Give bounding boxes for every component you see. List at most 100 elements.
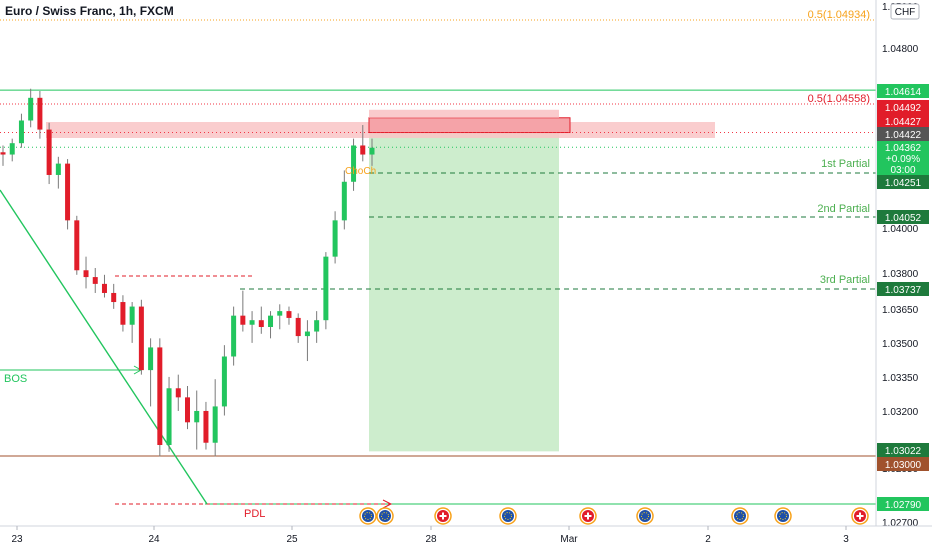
candle-body [28, 97, 34, 121]
partial-label-3: 3rd Partial [820, 274, 870, 286]
candle [166, 376, 172, 452]
eu-flag-icon[interactable] [731, 507, 749, 525]
candle-body [277, 311, 283, 316]
price-badge: 1.03737 [877, 282, 929, 296]
candle-body [0, 152, 6, 155]
candle [157, 338, 163, 457]
candle-body [360, 145, 366, 155]
eu-stars [381, 512, 389, 520]
swiss-flag-icon[interactable] [579, 507, 597, 525]
price-badge-label: 1.04492 [885, 103, 922, 114]
profit-zone[interactable] [369, 132, 559, 452]
candle-body [231, 315, 237, 357]
candle [28, 88, 34, 128]
price-badge: 1.03000 [877, 457, 929, 471]
y-tick-label: 1.03200 [882, 407, 919, 418]
price-badge-label: 1.04052 [885, 213, 922, 224]
fib-label-upper: 0.5(1.04934) [808, 9, 870, 21]
x-tick-label: 28 [425, 534, 437, 545]
candle [332, 211, 338, 264]
eu-stars [504, 512, 512, 520]
eu-flag-icon[interactable] [774, 507, 792, 525]
y-tick-label: 1.02700 [882, 518, 919, 529]
swiss-flag-icon[interactable] [851, 507, 869, 525]
price-badge: 1.04427 [877, 114, 929, 128]
eu-flag-icon[interactable] [636, 507, 654, 525]
candle-body [295, 317, 301, 337]
candle [249, 311, 255, 343]
candle-body [249, 320, 255, 325]
price-badge: 1.03022 [877, 443, 929, 457]
candle-body [323, 256, 329, 321]
candle-body [138, 306, 144, 371]
candle-body [101, 283, 107, 293]
candle [221, 345, 227, 416]
candle [268, 311, 274, 339]
price-badge-box [877, 210, 929, 224]
eu-flag-bg [362, 510, 374, 522]
price-badge-label: 1.03022 [885, 446, 922, 457]
swiss-cross-h [856, 515, 864, 517]
candle [231, 306, 237, 366]
price-badge-label: 1.04251 [885, 178, 922, 189]
candle [83, 256, 89, 289]
pdl-arrow [382, 499, 393, 509]
candle-body [194, 410, 200, 423]
eu-stars [364, 512, 372, 520]
price-badge-label: 1.03000 [885, 460, 922, 471]
candle-body [120, 302, 126, 325]
candle-body [369, 147, 375, 155]
candle-body [92, 277, 98, 284]
candle-body [55, 163, 61, 175]
candle [360, 125, 366, 162]
y-tick-label: 1.03800 [882, 269, 919, 280]
candle [185, 386, 190, 430]
candle [258, 306, 264, 334]
eu-flag-bg [379, 510, 391, 522]
y-tick-label: 1.03350 [882, 373, 919, 384]
current-price-box [877, 141, 929, 175]
eu-flag-icon[interactable] [359, 507, 377, 525]
y-tick-label: 1.03650 [882, 305, 919, 316]
candle-body [18, 120, 24, 144]
candle [55, 156, 61, 189]
stop-zone-fill [369, 109, 559, 118]
price-badge-box [877, 175, 929, 189]
swiss-flag-icon[interactable] [434, 507, 452, 525]
swiss-cross-h [439, 515, 447, 517]
candle [203, 401, 209, 450]
candle-body [175, 388, 181, 398]
currency-badge-box[interactable] [890, 3, 920, 20]
candle [314, 311, 320, 343]
candle-body [212, 406, 218, 443]
eu-flag-bg [502, 510, 514, 522]
x-tick-label: 3 [843, 534, 849, 545]
economic-events-row[interactable] [359, 507, 869, 525]
candle [129, 302, 135, 343]
candle [323, 252, 329, 330]
price-badges: 1.04614 1.04492 1.04427 1.04422 1.04251 1.040… [877, 84, 929, 511]
price-badge: 1.04052 [877, 210, 929, 224]
candle [65, 159, 71, 230]
candle [101, 274, 107, 298]
candle-body [9, 143, 15, 155]
eu-flag-icon[interactable] [499, 507, 517, 525]
current-price-value: 1.04362 [885, 143, 922, 154]
partial-label-2: 2nd Partial [817, 203, 870, 215]
eu-flag-bg [777, 510, 789, 522]
eu-flag-icon[interactable] [376, 507, 394, 525]
choch-label: ChoCh [345, 166, 376, 177]
fib-label-lower: 0.5(1.04558) [808, 93, 870, 105]
y-tick-label: 1.04000 [882, 224, 919, 235]
time-axis[interactable]: 23 24 25 28 Mar 2 3 [11, 526, 849, 545]
symbol-title[interactable]: Euro / Swiss Franc, 1h, FXCM [5, 4, 174, 18]
stop-loss-box[interactable] [368, 117, 571, 134]
candle-body [166, 388, 172, 445]
price-badge-box [877, 497, 929, 511]
bar-countdown: 03:00 [890, 165, 915, 176]
trend-line [0, 189, 208, 505]
price-badge: 1.04422 [877, 127, 929, 141]
price-badge-box [877, 84, 929, 98]
candle [111, 283, 117, 309]
